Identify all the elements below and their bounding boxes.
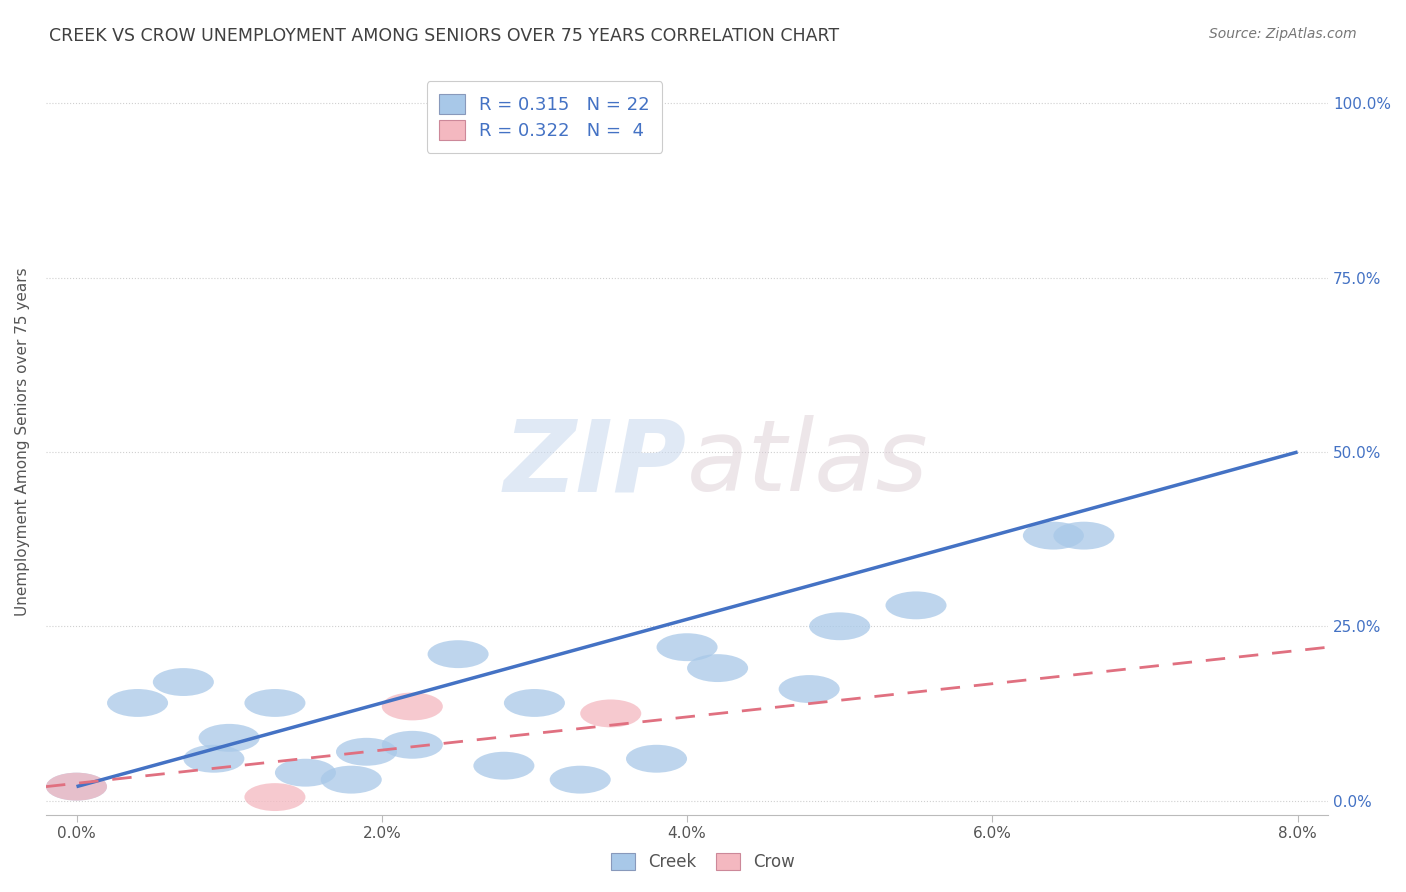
Ellipse shape (657, 633, 717, 661)
Text: CREEK VS CROW UNEMPLOYMENT AMONG SENIORS OVER 75 YEARS CORRELATION CHART: CREEK VS CROW UNEMPLOYMENT AMONG SENIORS… (49, 27, 839, 45)
Ellipse shape (1022, 522, 1084, 549)
Ellipse shape (810, 612, 870, 640)
Ellipse shape (245, 689, 305, 717)
Ellipse shape (46, 772, 107, 801)
Text: Source: ZipAtlas.com: Source: ZipAtlas.com (1209, 27, 1357, 41)
Y-axis label: Unemployment Among Seniors over 75 years: Unemployment Among Seniors over 75 years (15, 268, 30, 615)
Legend: Creek, Crow: Creek, Crow (603, 845, 803, 880)
Ellipse shape (503, 689, 565, 717)
Ellipse shape (46, 772, 107, 801)
Ellipse shape (153, 668, 214, 696)
Ellipse shape (276, 759, 336, 787)
Ellipse shape (382, 731, 443, 759)
Ellipse shape (626, 745, 688, 772)
Legend: R = 0.315   N = 22, R = 0.322   N =  4: R = 0.315 N = 22, R = 0.322 N = 4 (427, 81, 662, 153)
Ellipse shape (474, 752, 534, 780)
Ellipse shape (198, 724, 260, 752)
Ellipse shape (581, 699, 641, 727)
Ellipse shape (382, 692, 443, 721)
Ellipse shape (427, 640, 489, 668)
Ellipse shape (245, 783, 305, 811)
Text: atlas: atlas (688, 416, 929, 512)
Ellipse shape (688, 654, 748, 682)
Ellipse shape (550, 765, 610, 794)
Ellipse shape (336, 738, 396, 765)
Ellipse shape (107, 689, 169, 717)
Ellipse shape (1053, 522, 1115, 549)
Ellipse shape (779, 675, 839, 703)
Text: ZIP: ZIP (505, 416, 688, 512)
Ellipse shape (183, 745, 245, 772)
Ellipse shape (321, 765, 382, 794)
Ellipse shape (886, 591, 946, 619)
